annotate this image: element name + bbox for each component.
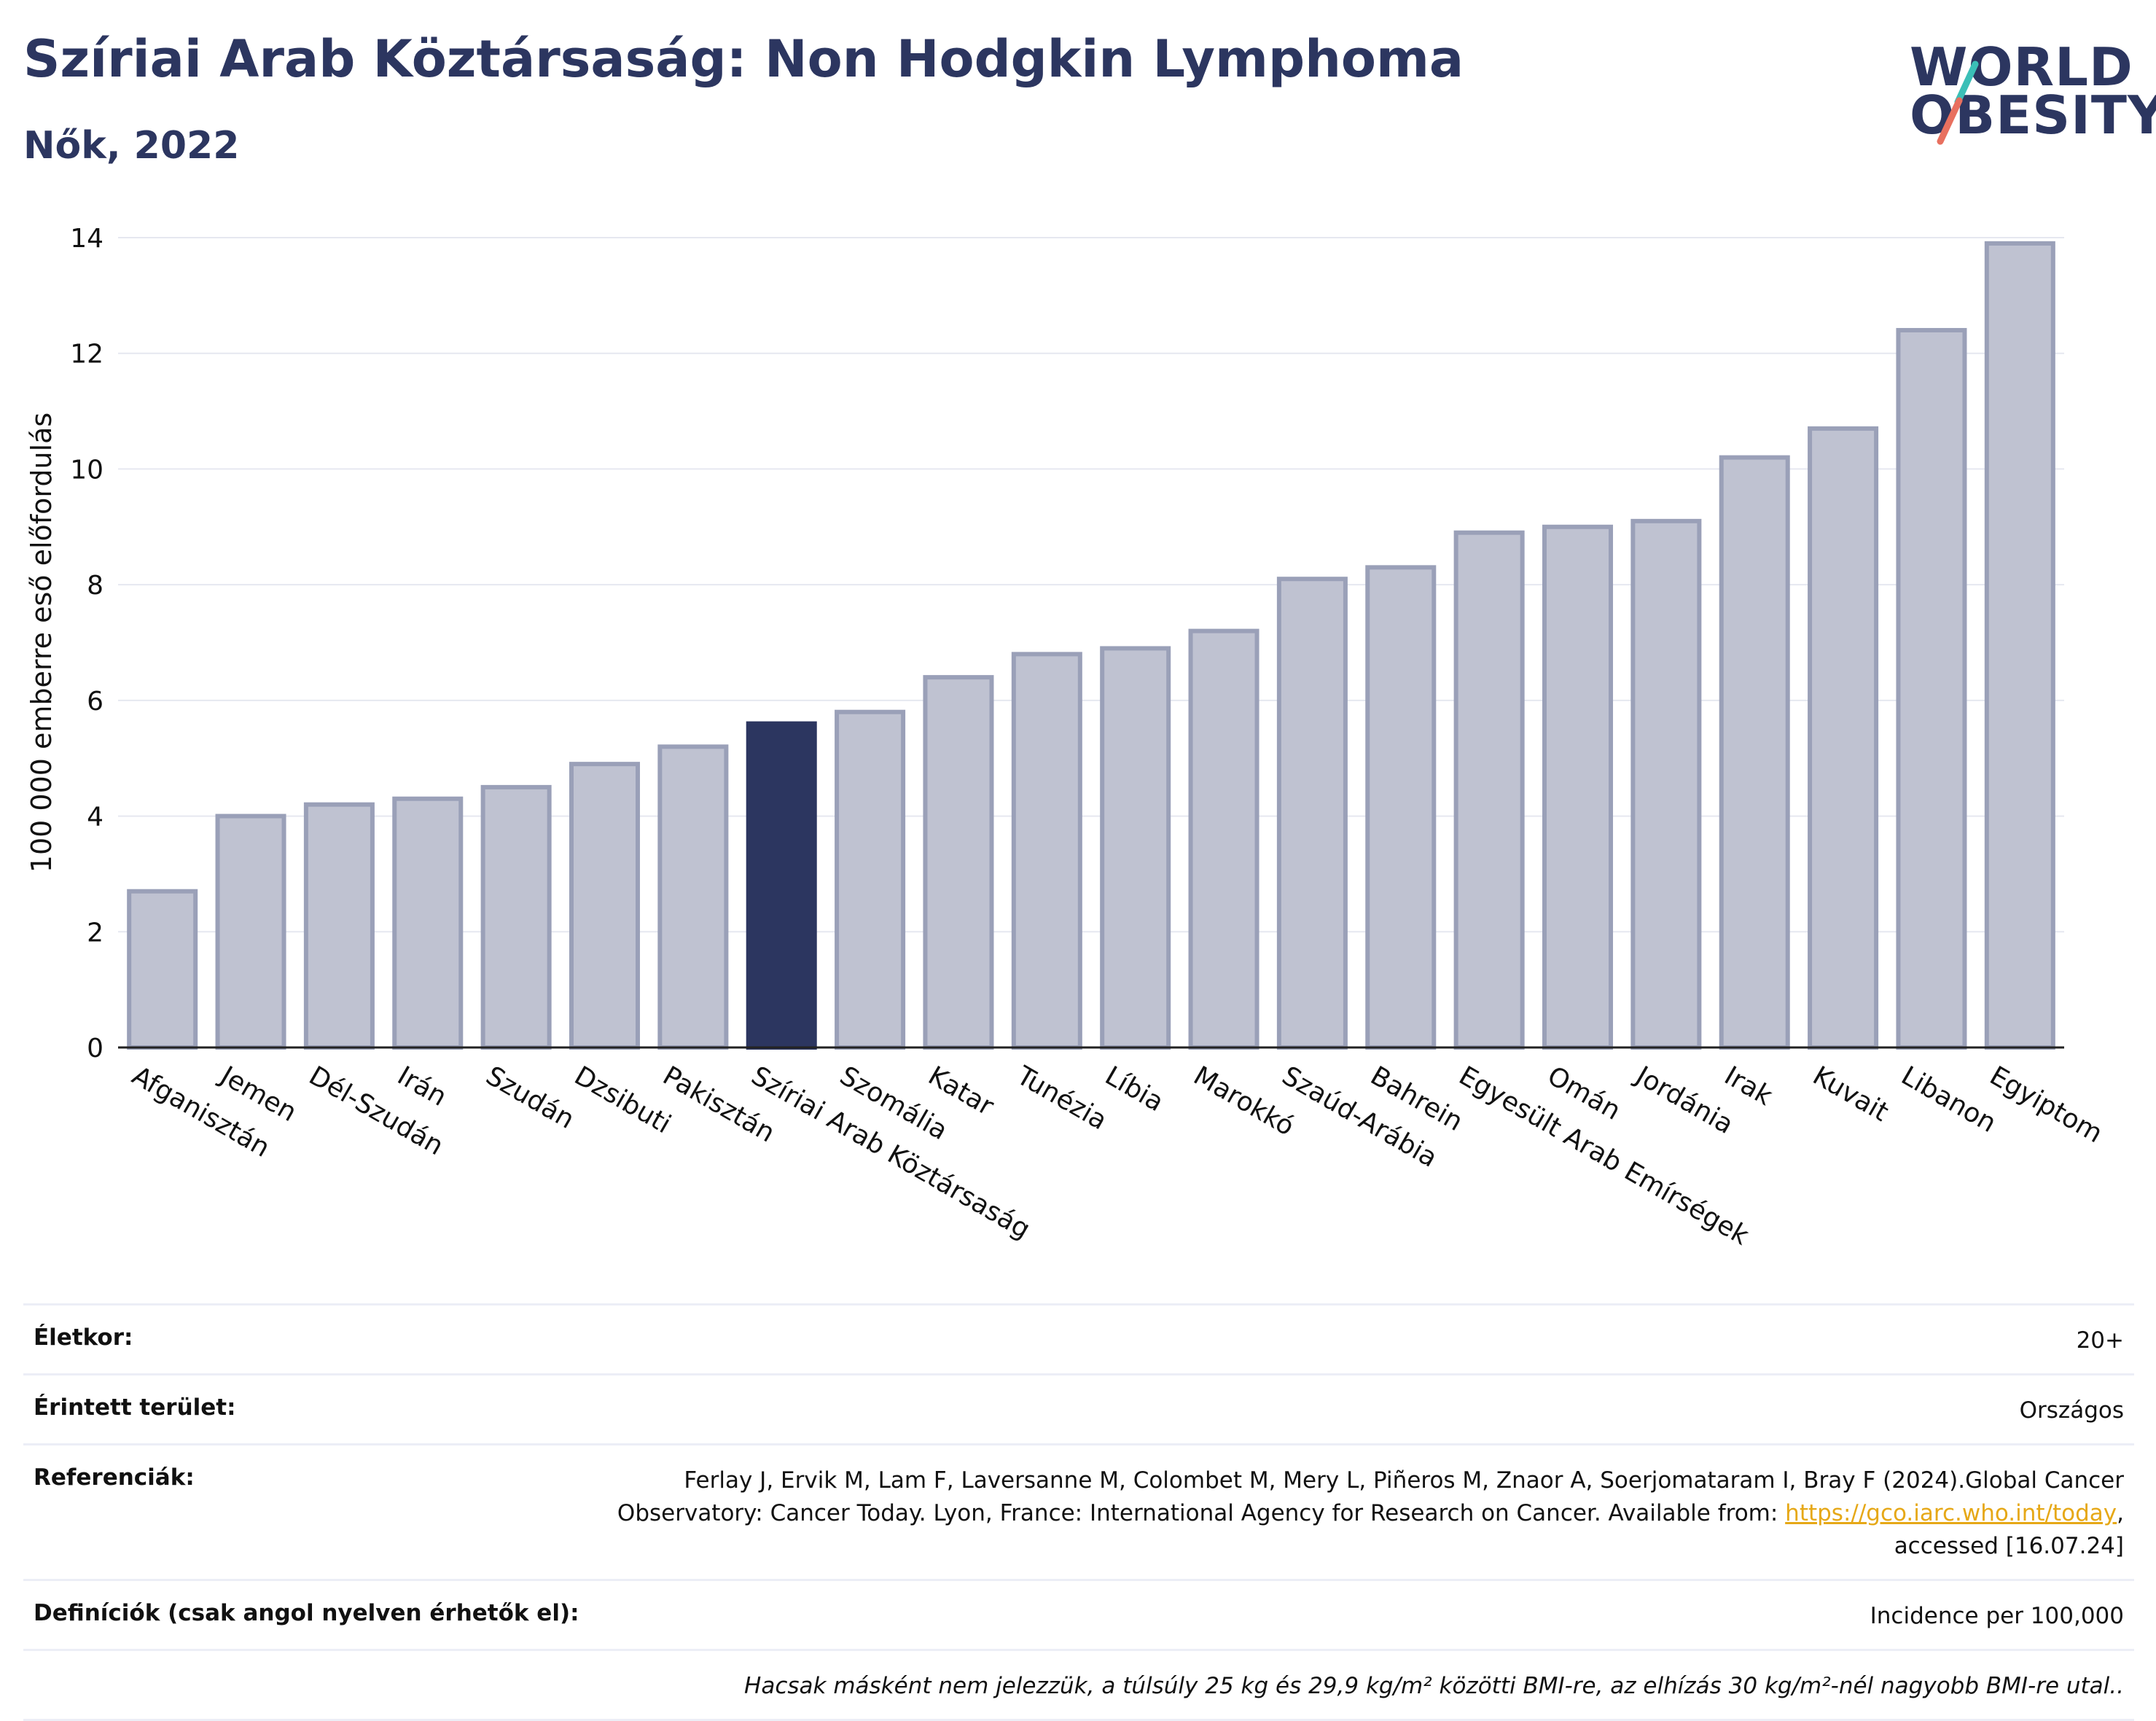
y-tick-label: 8	[87, 571, 103, 601]
y-tick-label: 4	[87, 803, 103, 832]
x-tick-label: Szaúd-Arábia	[1277, 1061, 1442, 1174]
bar	[1365, 565, 1437, 1050]
x-tick-label: Irán	[392, 1061, 451, 1112]
references-row: Referenciák: Ferlay J, Ervik M, Lam F, L…	[23, 1443, 2134, 1579]
logo-word-world: WORLD	[1910, 36, 2133, 98]
bar	[1808, 426, 1879, 1050]
x-tick-label: Dzsibuti	[569, 1061, 676, 1139]
page-title: Szíriai Arab Köztársaság: Non Hodgkin Ly…	[23, 29, 1464, 89]
references-line-2-end: ,	[2117, 1499, 2124, 1526]
y-tick-label: 0	[87, 1034, 103, 1064]
x-tick-label: Jordánia	[1630, 1060, 1738, 1140]
x-tick-label: Marokkó	[1189, 1061, 1300, 1142]
references-line-3: accessed [16.07.24]	[1894, 1532, 2124, 1559]
bar	[215, 813, 286, 1050]
y-tick-label: 2	[87, 918, 103, 948]
age-row: Életkor: 20+	[23, 1303, 2134, 1373]
page-subtitle: Nők, 2022	[23, 124, 240, 168]
definitions-row: Definíciók (csak angol nyelven érhetők e…	[23, 1578, 2134, 1649]
age-value: 20+	[2076, 1327, 2124, 1354]
logo-slash-icon	[1937, 61, 1979, 145]
x-tick-label: Egyiptom	[1985, 1061, 2108, 1149]
x-tick-label: Irak	[1719, 1061, 1778, 1112]
definitions-value: Incidence per 100,000	[1870, 1602, 2124, 1629]
definitions-label: Definíciók (csak angol nyelven érhetők e…	[34, 1599, 579, 1626]
x-tick-label: Szudán	[481, 1061, 579, 1135]
references-line-1: Ferlay J, Ervik M, Lam F, Laversanne M, …	[684, 1467, 2124, 1494]
world-obesity-logo: WORLD OBESITY	[1895, 28, 2156, 159]
x-tick-label: Libanon	[1896, 1061, 2001, 1139]
bar	[1276, 577, 1348, 1050]
y-axis-ticks: 0 2 4 6 8 10 12 14	[70, 224, 103, 1064]
area-value: Országos	[2019, 1397, 2124, 1424]
y-tick-label: 14	[70, 224, 103, 254]
y-tick-label: 6	[87, 687, 103, 717]
references-label: Referenciák:	[34, 1464, 195, 1491]
y-tick-label: 10	[70, 455, 103, 485]
bar	[1896, 327, 1967, 1050]
x-tick-label: Kuvait	[1808, 1061, 1894, 1128]
x-tick-label: Tunézia	[1011, 1061, 1112, 1136]
bar	[1188, 628, 1259, 1050]
footnote: Hacsak másként nem jelezzük, a túlsúly 2…	[744, 1672, 2124, 1699]
bar	[1542, 524, 1614, 1050]
bar	[480, 784, 552, 1050]
bar	[1984, 241, 2055, 1050]
bar	[657, 744, 729, 1050]
bar	[1719, 455, 1790, 1050]
bar	[1453, 530, 1525, 1050]
age-label: Életkor:	[34, 1324, 133, 1351]
bar	[392, 796, 464, 1050]
references-line-2: Observatory: Cancer Today. Lyon, France:…	[617, 1499, 1786, 1526]
bar	[1630, 518, 1702, 1050]
bars	[127, 241, 2055, 1050]
area-row: Érintett terület: Országos	[23, 1373, 2134, 1443]
bar-highlighted	[746, 721, 817, 1050]
note-row: Hacsak másként nem jelezzük, a túlsúly 2…	[23, 1648, 2134, 1721]
bar	[1100, 646, 1171, 1050]
bar	[1011, 652, 1082, 1050]
bar	[923, 675, 994, 1050]
bar	[569, 762, 641, 1050]
y-axis-title: 100 000 emberre eső előfordulás	[26, 413, 58, 873]
info-table: Életkor: 20+ Érintett terület: Országos …	[23, 1303, 2134, 1721]
bar	[303, 802, 375, 1050]
area-label: Érintett terület:	[34, 1394, 236, 1421]
bar	[835, 709, 906, 1050]
references-link[interactable]: https://gco.iarc.who.int/today	[1785, 1499, 2117, 1526]
y-tick-label: 12	[70, 340, 103, 370]
bar	[127, 889, 198, 1050]
references-value: Ferlay J, Ervik M, Lam F, Laversanne M, …	[617, 1464, 2124, 1563]
